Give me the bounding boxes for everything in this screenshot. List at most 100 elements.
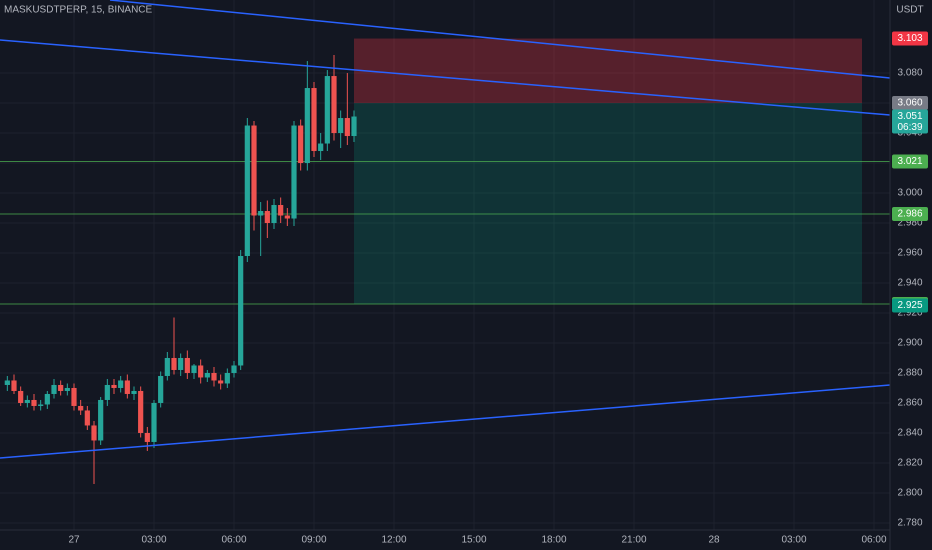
price-label-box — [892, 109, 928, 134]
candle-body — [244, 125, 250, 257]
candle-body — [218, 380, 224, 384]
candle-body — [18, 390, 24, 403]
price-label: 3.021 — [897, 156, 922, 167]
price-label-box — [892, 31, 928, 46]
candles — [4, 55, 357, 484]
y-tick-label: 3.000 — [897, 188, 922, 199]
grid — [0, 0, 890, 530]
y-tick-label: 2.780 — [897, 518, 922, 529]
y-tick-label: 2.920 — [897, 308, 922, 319]
y-tick-label: 2.880 — [897, 368, 922, 379]
trend-line — [0, 39, 891, 116]
candle-body — [331, 76, 337, 134]
candle-body — [211, 372, 217, 381]
candle-body — [144, 432, 150, 442]
candle-body — [11, 380, 17, 391]
x-tick-label: 15:00 — [461, 535, 486, 546]
candle-body — [111, 384, 117, 388]
candle-body — [251, 125, 257, 216]
candle-body — [171, 357, 177, 370]
candle-body — [198, 365, 204, 378]
position — [0, 38, 890, 305]
x-tick-label: 28 — [708, 535, 720, 546]
x-tick-label: 18:00 — [541, 535, 566, 546]
unit-label: USDT — [896, 5, 923, 16]
x-tick-label: 06:00 — [221, 535, 246, 546]
candle-body — [184, 357, 190, 373]
x-tick-label: 27 — [68, 535, 80, 546]
x-tick-label: 09:00 — [301, 535, 326, 546]
candle-body — [224, 372, 230, 384]
candle-body — [258, 211, 264, 216]
candle-body — [271, 205, 277, 224]
trend-lines — [0, 0, 891, 459]
candle-body — [351, 116, 357, 137]
y-tick-label: 3.080 — [897, 68, 922, 79]
candle-body — [278, 205, 284, 216]
price-label: 2.986 — [897, 209, 922, 220]
position-zone — [354, 103, 862, 304]
price-label: 3.051 — [897, 111, 922, 122]
trend-line — [0, 384, 891, 459]
y-tick-label: 2.960 — [897, 248, 922, 259]
candle-body — [124, 380, 130, 394]
candle-body — [284, 215, 290, 219]
candle-body — [44, 393, 50, 405]
candle-body — [64, 387, 70, 391]
x-tick-label: 12:00 — [381, 535, 406, 546]
y-tick-label: 2.940 — [897, 278, 922, 289]
candle-body — [38, 404, 44, 406]
candle-body — [204, 372, 210, 378]
x-tick-label: 21:00 — [621, 535, 646, 546]
countdown: 06:39 — [897, 122, 922, 133]
candle-body — [138, 390, 144, 433]
trend-line — [109, 0, 891, 79]
candle-body — [98, 399, 104, 441]
candle-body — [78, 405, 84, 411]
candle-body — [344, 118, 350, 137]
candle-body — [58, 384, 64, 391]
candle-body — [311, 88, 317, 152]
candle-body — [91, 425, 97, 441]
candle-body — [264, 211, 270, 224]
candle-body — [158, 375, 164, 403]
chart-title: MASKUSDTPERP, 15, BINANCE — [4, 5, 153, 16]
candle-body — [298, 125, 304, 164]
candle-body — [191, 365, 197, 373]
candle-body — [178, 357, 184, 370]
candle-body — [164, 357, 170, 376]
price-label-box — [892, 96, 928, 111]
position-zone — [354, 38, 862, 104]
candle-body — [291, 125, 297, 219]
x-tick-label: 03:00 — [141, 535, 166, 546]
price-axis — [890, 0, 932, 550]
candle-body — [31, 399, 37, 406]
candle-body — [4, 380, 10, 385]
candle-body — [318, 143, 324, 152]
y-tick-label: 2.820 — [897, 458, 922, 469]
candle-body — [104, 384, 110, 400]
y-tick-label: 2.800 — [897, 488, 922, 499]
price-label: 3.103 — [897, 33, 922, 44]
candle-body — [24, 399, 30, 403]
x-tick-label: 03:00 — [781, 535, 806, 546]
candle-body — [238, 256, 244, 366]
candle-body — [71, 387, 77, 406]
candle-body — [51, 384, 57, 394]
candle-body — [338, 118, 344, 134]
candle-body — [151, 402, 157, 442]
price-label-box — [892, 298, 928, 313]
price-label: 2.925 — [897, 300, 922, 311]
axes: 2.780 2.800 2.820 2.840 2.860 2.880 2.900 2.920… — [68, 31, 928, 546]
price-label-box — [892, 207, 928, 222]
candle-body — [118, 380, 124, 388]
candle-body — [304, 88, 310, 164]
candle-body — [84, 410, 90, 426]
y-tick-label: 2.900 — [897, 338, 922, 349]
y-tick-label: 2.980 — [897, 218, 922, 229]
price-label: 3.060 — [897, 98, 922, 109]
candle-body — [131, 390, 137, 394]
y-tick-label: 2.860 — [897, 398, 922, 409]
